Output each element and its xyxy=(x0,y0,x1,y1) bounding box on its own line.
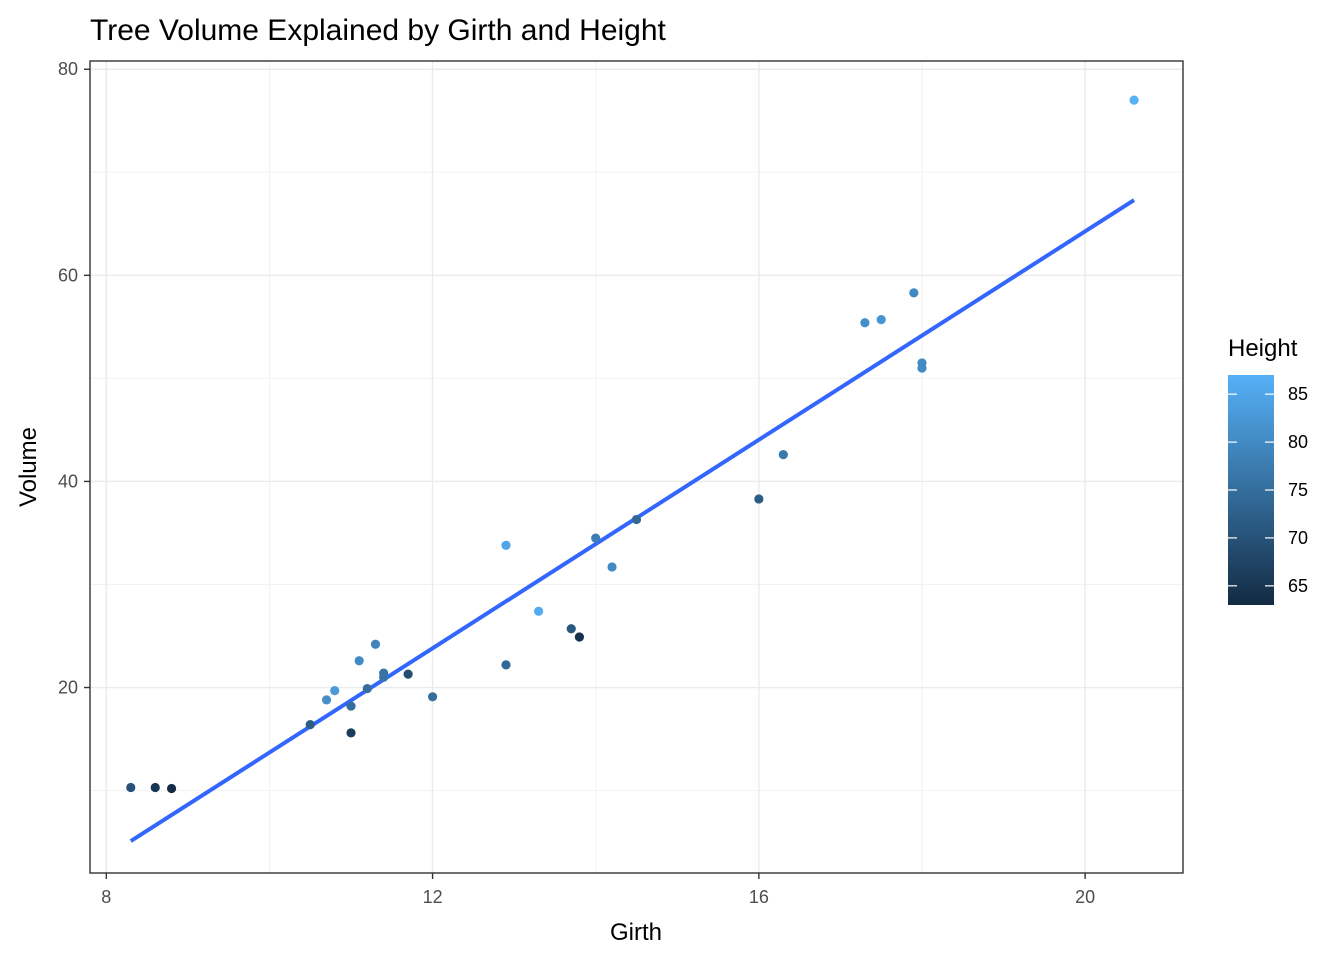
x-tick-label: 16 xyxy=(749,887,769,907)
y-tick-label: 60 xyxy=(58,265,78,285)
data-point xyxy=(534,606,544,616)
x-tick-label: 8 xyxy=(101,887,111,907)
data-point xyxy=(860,318,870,328)
data-point xyxy=(403,669,413,679)
x-axis: 8 12 16 20 xyxy=(101,873,1095,907)
legend-ticks: 65 70 75 80 85 xyxy=(1228,384,1308,596)
y-tick-label: 20 xyxy=(58,678,78,698)
legend: Height 65 70 75 80 85 xyxy=(1228,335,1308,605)
data-point xyxy=(321,695,332,705)
data-point xyxy=(754,494,764,504)
data-point xyxy=(370,639,381,649)
panel-background xyxy=(90,61,1183,873)
data-point xyxy=(909,288,919,298)
data-point xyxy=(501,540,511,550)
data-point xyxy=(379,668,389,678)
data-point xyxy=(362,683,372,694)
data-point xyxy=(778,450,788,460)
data-point xyxy=(427,692,438,702)
x-tick-label: 12 xyxy=(423,887,443,907)
points-layer xyxy=(126,95,1139,794)
data-point xyxy=(917,363,927,373)
data-point xyxy=(566,624,576,634)
chart-title: Tree Volume Explained by Girth and Heigh… xyxy=(90,14,667,47)
panel-border xyxy=(89,60,1184,874)
data-point xyxy=(166,783,177,794)
y-axis: 20 40 60 80 xyxy=(58,59,90,698)
grid xyxy=(90,61,1183,873)
data-point xyxy=(501,660,511,670)
data-point xyxy=(607,562,617,572)
data-point xyxy=(150,782,160,793)
y-axis-title: Volume xyxy=(15,427,42,507)
data-point xyxy=(346,728,356,738)
legend-title: Height xyxy=(1228,335,1298,362)
legend-tick-label: 80 xyxy=(1288,432,1308,452)
data-point xyxy=(876,315,886,325)
data-point xyxy=(346,701,356,711)
legend-tick-label: 75 xyxy=(1288,480,1308,500)
data-point xyxy=(305,720,315,730)
legend-tick-label: 70 xyxy=(1288,528,1308,548)
data-point xyxy=(1129,95,1139,105)
data-point xyxy=(126,782,136,793)
x-tick-label: 20 xyxy=(1075,887,1095,907)
plot-panel xyxy=(89,60,1184,874)
data-point xyxy=(591,533,601,543)
y-tick-label: 80 xyxy=(58,59,78,79)
legend-tick-label: 85 xyxy=(1288,384,1308,404)
data-point xyxy=(574,632,585,642)
data-point xyxy=(631,514,642,525)
x-axis-title: Girth xyxy=(610,919,662,946)
legend-tick-label: 65 xyxy=(1288,576,1308,596)
data-point xyxy=(354,656,364,666)
y-tick-label: 40 xyxy=(58,471,78,491)
data-point xyxy=(330,686,340,696)
